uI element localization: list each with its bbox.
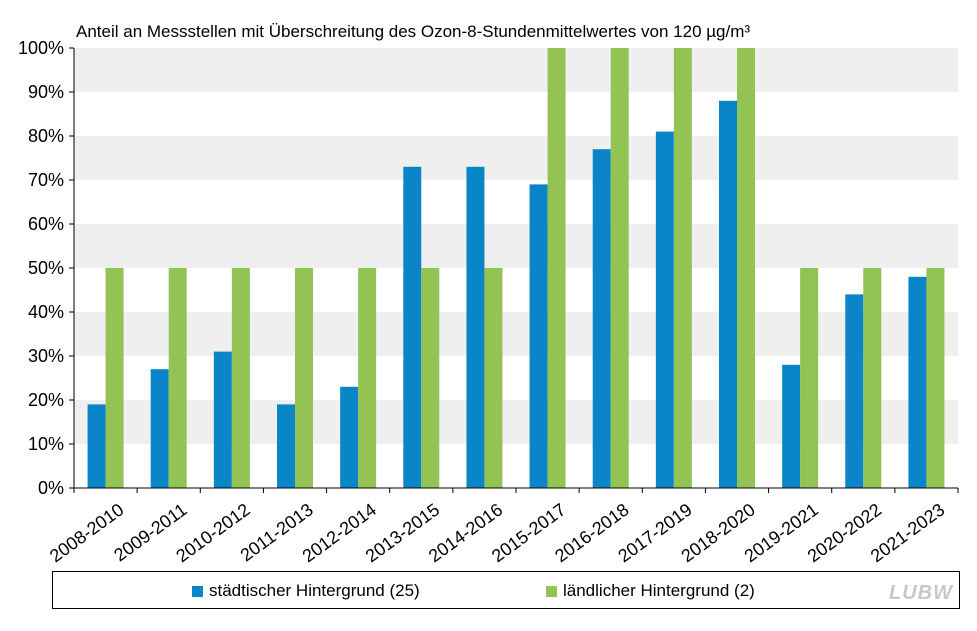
chart-title: Anteil an Messstellen mit Überschreitung… [76,22,750,41]
bar-urban-2014-2016 [466,166,485,489]
bar-urban-2021-2023 [908,276,927,488]
bar-rural-2017-2019 [673,48,692,488]
grid-band [74,312,958,356]
y-tick-label: 100% [18,38,64,58]
y-tick-label: 0% [38,478,64,498]
x-tick-labels: 2008-20102009-20112010-20122011-20132012… [46,499,948,566]
bar-chart: 0% 10% 20% 30% 40% 50% 60% 70% 80% 90% 100% 2008-2… [18,22,959,566]
bar-urban-2016-2018 [592,149,611,488]
bar-urban-2017-2019 [655,131,674,488]
bar-urban-2015-2017 [529,184,548,488]
legend: städtischer Hintergrund (25) ländlicher … [52,571,960,609]
bar-rural-2016-2018 [610,48,629,488]
bar-urban-2012-2014 [340,386,359,488]
y-tick-label: 10% [28,434,64,454]
bar-rural-2010-2012 [231,268,250,488]
bar-rural-2019-2021 [800,268,819,488]
bar-urban-2019-2021 [782,364,801,488]
bar-rural-2009-2011 [168,268,187,488]
y-tick-label: 40% [28,302,64,322]
bar-urban-2018-2020 [719,100,737,489]
bar-urban-2020-2022 [845,294,864,488]
legend-swatch-rural [546,585,557,597]
y-tick-label: 20% [28,390,64,410]
bar-urban-2008-2010 [87,404,106,488]
grid-bands [74,48,958,444]
bar-rural-2015-2017 [547,48,566,488]
bar-urban-2010-2012 [213,351,232,488]
legend-swatch-urban [192,585,203,597]
grid-band [74,224,958,268]
bars [87,48,945,489]
bar-rural-2020-2022 [863,268,882,488]
bar-rural-2021-2023 [926,268,945,488]
legend-label-rural: ländlicher Hintergrund (2) [563,581,755,600]
bar-rural-2012-2014 [358,268,377,488]
bar-urban-2013-2015 [403,166,422,489]
y-tick-label: 30% [28,346,64,366]
y-tick-label: 60% [28,214,64,234]
axes [69,47,959,493]
bar-urban-2009-2011 [150,369,169,488]
grid-band [74,400,958,444]
y-tick-label: 80% [28,126,64,146]
bar-rural-2011-2013 [295,268,313,488]
bar-rural-2014-2016 [484,268,503,488]
bar-rural-2013-2015 [421,268,440,488]
legend-item-urban: städtischer Hintergrund (25) [192,581,420,601]
grid-band [74,136,958,180]
bar-rural-2008-2010 [105,268,124,488]
y-tick-labels: 0% 10% 20% 30% 40% 50% 60% 70% 80% 90% 100% [18,38,64,498]
bar-urban-2011-2013 [277,404,295,488]
legend-label-urban: städtischer Hintergrund (25) [209,581,420,600]
y-tick-label: 50% [28,258,64,278]
y-tick-label: 90% [28,82,64,102]
lubw-logo: LUBW [889,582,953,604]
grid-band [74,48,958,92]
y-tick-label: 70% [28,170,64,190]
bar-rural-2018-2020 [737,48,755,488]
legend-item-rural: ländlicher Hintergrund (2) [546,581,755,601]
